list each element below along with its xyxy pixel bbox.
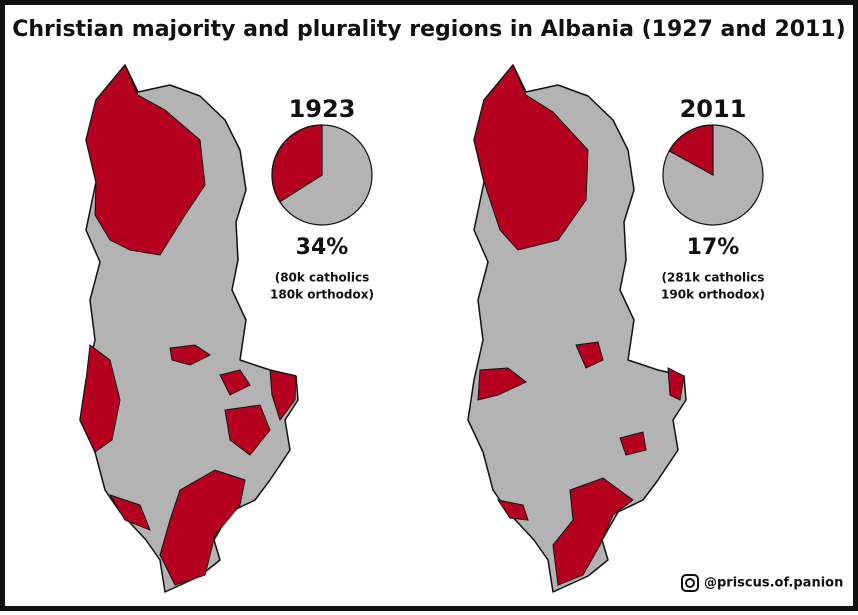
- instagram-icon: [681, 574, 699, 592]
- credit: @priscus.of.panion: [681, 574, 843, 592]
- panels: 1923 34% (80k catholics 180k orthodox) 2011 1…: [270, 95, 765, 302]
- title: Christian majority and plurality regions…: [12, 17, 845, 42]
- map-2011: [467, 64, 687, 593]
- instagram-icon-lens: [685, 578, 695, 588]
- share-label: 17%: [687, 235, 740, 260]
- year: 2011: [680, 95, 747, 123]
- note: 180k orthodox): [270, 288, 374, 302]
- note: (80k catholics: [275, 271, 370, 285]
- credit-text: @priscus.of.panion: [704, 576, 843, 591]
- year: 1923: [289, 95, 356, 123]
- pie-slice: [271, 124, 323, 203]
- note: 190k orthodox): [661, 288, 765, 302]
- share-label: 34%: [296, 235, 349, 260]
- note: (281k catholics: [662, 271, 765, 285]
- map-1927: [79, 64, 299, 593]
- pie-slice: [668, 124, 714, 177]
